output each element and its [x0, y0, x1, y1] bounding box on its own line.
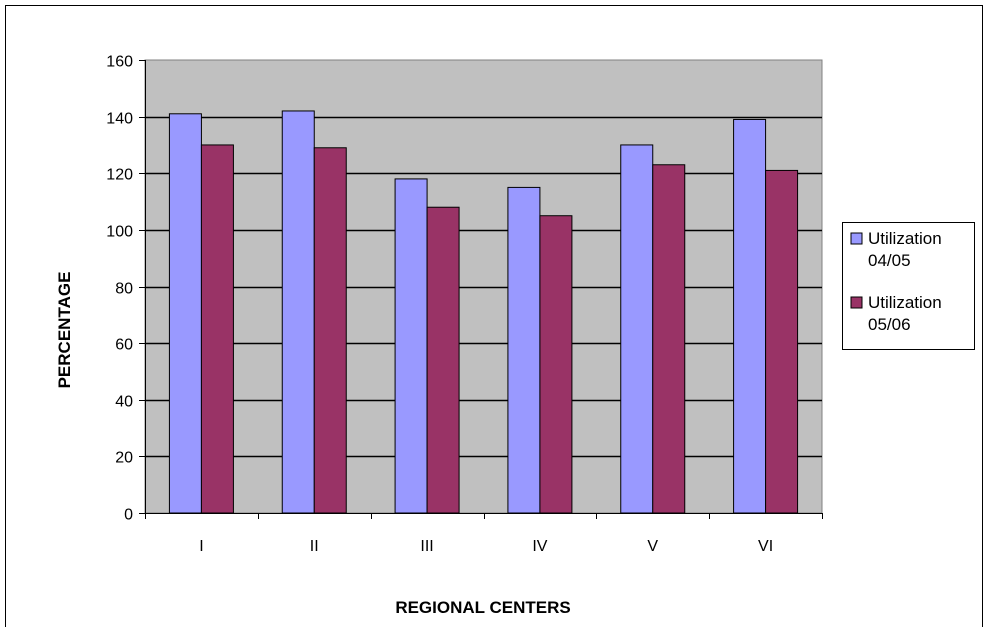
legend-swatch: [850, 296, 863, 309]
bar-utilization-05-06: [539, 215, 573, 514]
bar-utilization-04-05: [507, 186, 541, 514]
x-axis-title: REGIONAL CENTERS: [395, 598, 570, 617]
x-tick-label: VI: [758, 538, 773, 555]
y-tick-label: 80: [115, 281, 133, 298]
legend-label: Utilization: [868, 293, 942, 312]
legend-box: [842, 222, 975, 350]
bar-utilization-04-05: [168, 113, 202, 514]
y-tick-label: 100: [106, 224, 133, 241]
bar-utilization-04-05: [620, 144, 654, 514]
y-tick-label: 160: [106, 54, 133, 71]
y-tick-label: 20: [115, 450, 133, 467]
x-tick-label: III: [420, 538, 433, 555]
y-tick-label: 40: [115, 394, 133, 411]
bar-utilization-05-06: [652, 164, 686, 514]
bars: [168, 110, 799, 514]
y-tick-label: 120: [106, 167, 133, 184]
y-tick-label: 60: [115, 337, 133, 354]
legend: Utilization 04/05 Utilization 05/06: [842, 222, 975, 350]
gridlines: [145, 116, 822, 458]
legend-label: 04/05: [868, 251, 911, 270]
bar-utilization-04-05: [394, 178, 428, 514]
bar-utilization-05-06: [313, 147, 347, 514]
bar-utilization-05-06: [765, 169, 799, 514]
y-tick-label: 0: [124, 507, 133, 524]
x-tick-label: IV: [532, 538, 547, 555]
x-tick-label: I: [199, 538, 203, 555]
plot-area: [144, 59, 823, 514]
bar-utilization-05-06: [426, 206, 460, 514]
bar-utilization-05-06: [200, 144, 234, 514]
legend-label: 05/06: [868, 315, 911, 334]
bar-utilization-04-05: [281, 110, 315, 514]
legend-label: Utilization: [868, 229, 942, 248]
bar-utilization-04-05: [733, 118, 767, 514]
x-axis: I II III IV V VI: [145, 513, 823, 555]
legend-swatch: [850, 232, 863, 245]
y-tick-label: 140: [106, 111, 133, 128]
x-tick-label: II: [310, 538, 319, 555]
x-tick-label: V: [647, 538, 658, 555]
y-axis-title: PERCENTAGE: [55, 272, 74, 389]
y-axis: 0 20 40 60 80 100 120 140 160: [106, 54, 146, 524]
